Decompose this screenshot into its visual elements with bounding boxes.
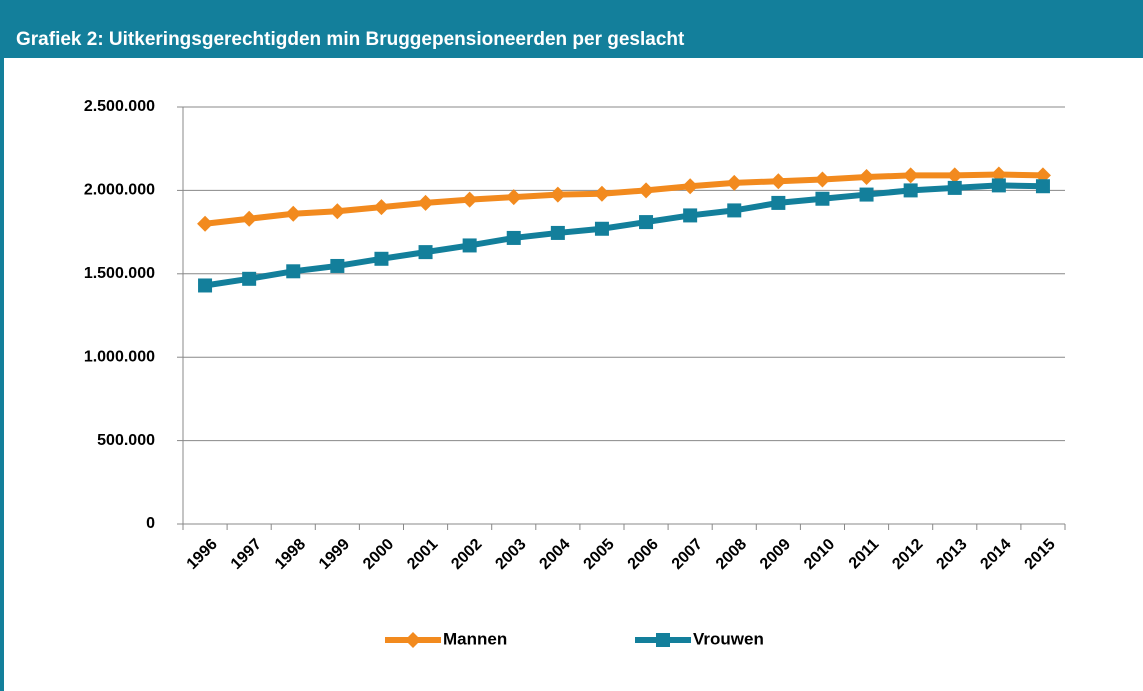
left-border (0, 0, 4, 691)
marker (770, 173, 787, 190)
marker (462, 238, 477, 253)
x-tick-label: 2002 (448, 536, 485, 573)
marker (726, 174, 743, 191)
x-tick-label: 2010 (801, 536, 838, 573)
series-line (204, 182, 1044, 289)
marker (286, 264, 301, 279)
marker (903, 183, 918, 198)
marker (727, 203, 742, 218)
x-tick-label: 2006 (625, 536, 662, 573)
marker (771, 195, 786, 210)
marker (461, 191, 478, 208)
x-tick-label: 2001 (404, 536, 441, 573)
x-tick-label: 1998 (272, 536, 309, 573)
y-tick-label: 500.000 (97, 432, 155, 449)
marker (418, 245, 433, 260)
marker (814, 171, 831, 188)
marker (505, 189, 522, 206)
marker (902, 167, 919, 184)
x-tick-label: 2008 (713, 536, 750, 573)
marker (329, 203, 346, 220)
marker (947, 180, 962, 195)
x-tick-label: 2007 (669, 536, 706, 573)
x-tick-label: 2015 (1022, 536, 1059, 573)
marker (330, 258, 345, 273)
marker (859, 187, 874, 202)
marker (405, 632, 421, 648)
marker (858, 169, 875, 186)
x-tick-label: 2004 (536, 536, 573, 573)
y-tick-label: 2.000.000 (84, 182, 155, 199)
marker (285, 205, 302, 222)
x-tick-label: 1999 (316, 536, 353, 573)
x-tick-label: 2003 (492, 536, 529, 573)
series-line (204, 171, 1044, 227)
x-tick-label: 2011 (846, 536, 883, 573)
marker (682, 178, 699, 195)
x-tick-label: 2009 (757, 536, 794, 573)
header-bar (0, 0, 1143, 58)
marker (593, 185, 610, 202)
y-tick-label: 0 (146, 515, 155, 532)
x-tick-label: 1997 (228, 536, 265, 573)
x-tick-label: 2000 (360, 536, 397, 573)
marker (197, 215, 214, 232)
marker (656, 633, 670, 647)
marker (639, 215, 654, 230)
marker (991, 178, 1006, 193)
x-tick-label: 2005 (581, 536, 618, 573)
x-tick-label: 2012 (889, 536, 926, 573)
marker (198, 278, 213, 293)
marker (241, 210, 258, 227)
x-tick-label: 2013 (933, 536, 970, 573)
marker (550, 225, 565, 240)
marker (417, 194, 434, 211)
marker (1035, 179, 1050, 194)
y-tick-label: 1.500.000 (84, 265, 155, 282)
marker (374, 251, 389, 266)
legend-label: Mannen (443, 629, 507, 648)
x-tick-label: 1996 (184, 536, 221, 573)
y-tick-label: 2.500.000 (84, 98, 155, 115)
legend-label: Vrouwen (693, 629, 764, 648)
marker (549, 186, 566, 203)
x-tick-label: 2014 (977, 536, 1014, 573)
marker (242, 271, 257, 286)
marker (946, 167, 963, 184)
marker (638, 182, 655, 199)
marker (683, 208, 698, 223)
marker (594, 221, 609, 236)
y-tick-label: 1.000.000 (84, 348, 155, 365)
marker (506, 230, 521, 245)
marker (373, 199, 390, 216)
chart-title: Grafiek 2: Uitkeringsgerechtigden min Br… (16, 29, 685, 50)
marker (815, 191, 830, 206)
